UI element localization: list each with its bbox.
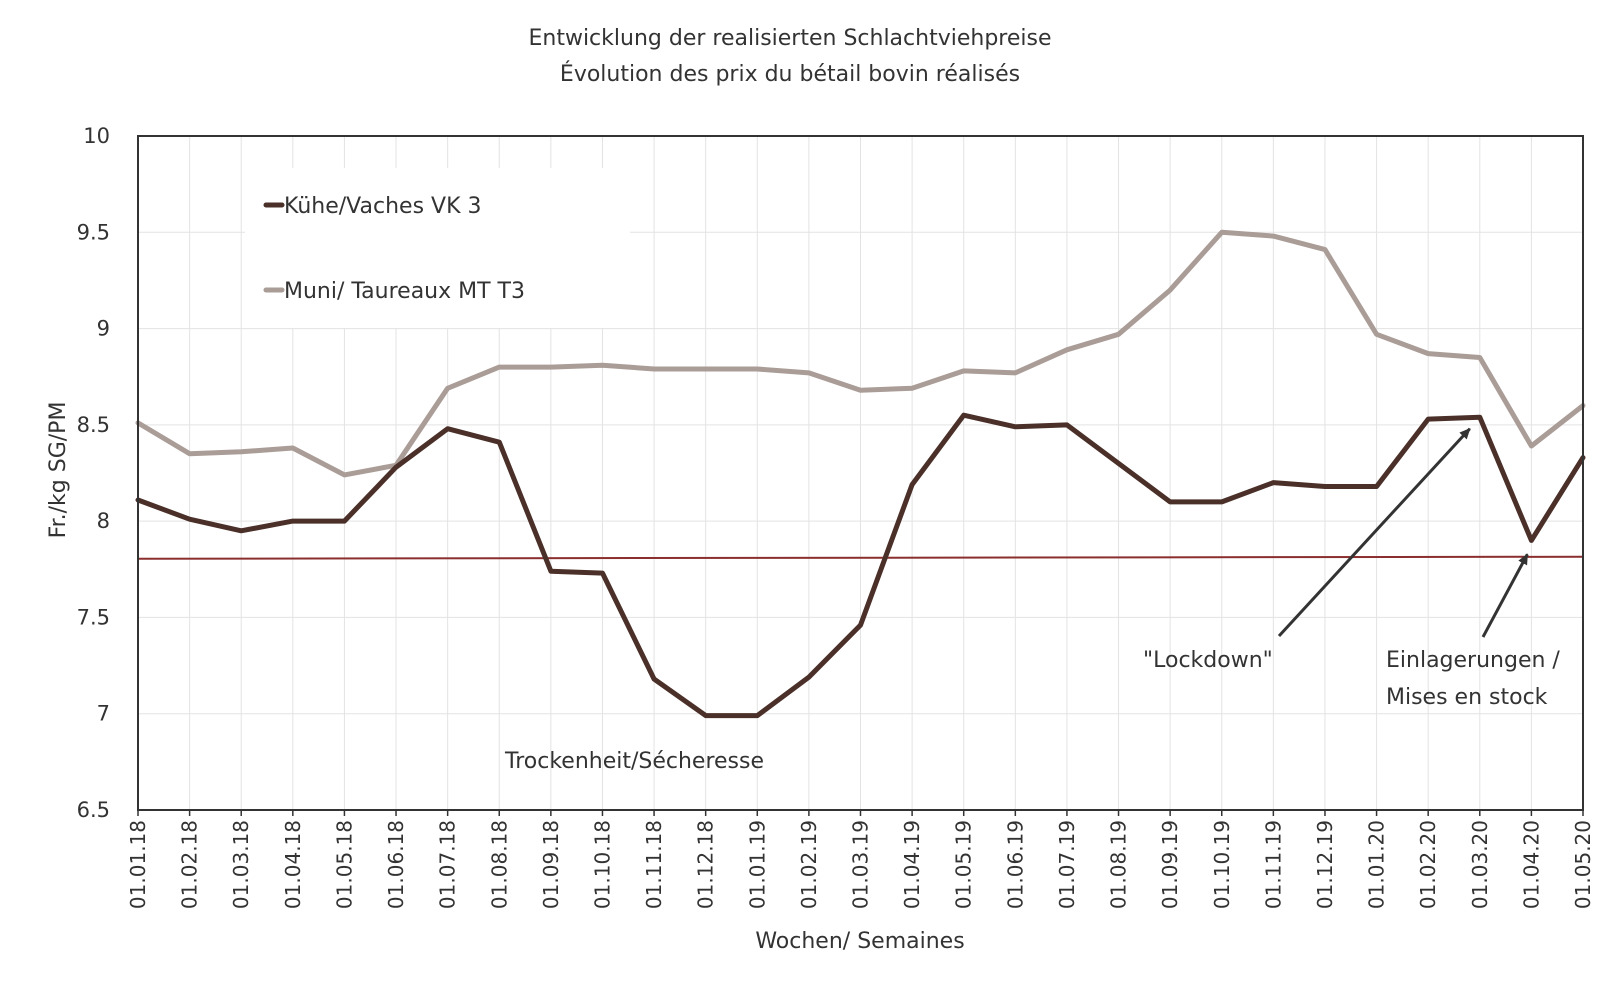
y-tick-label: 9.5 (77, 220, 110, 244)
x-tick-label: 01.08.19 (1107, 820, 1131, 909)
x-tick-label: 01.04.18 (281, 820, 305, 909)
x-tick-label: 01.12.19 (1313, 820, 1337, 909)
y-axis-title: Fr./kg SG/PM (46, 402, 71, 539)
x-tick-label: 01.10.19 (1210, 820, 1234, 909)
x-tick-label: 01.09.19 (1158, 820, 1182, 909)
annotation-storage-line: Mises en stock (1386, 685, 1548, 710)
x-tick-label: 01.01.19 (745, 820, 769, 909)
x-axis-title: Wochen/ Semaines (755, 929, 964, 954)
legend-box (245, 168, 630, 328)
x-tick-label: 01.12.18 (694, 820, 718, 909)
reference-line-layer (138, 557, 1583, 559)
y-tick-label: 6.5 (77, 798, 110, 822)
x-tick-label: 01.03.18 (229, 820, 253, 909)
annotation-lockdown: "Lockdown" (1143, 648, 1273, 673)
legend: Kühe/Vaches VK 3 Muni/ Taureaux MT T3 (245, 168, 630, 328)
x-tick-label: 01.06.19 (1003, 820, 1027, 909)
annotation-storage-arrow (1483, 554, 1527, 637)
chart-title-line-1: Entwicklung der realisierten Schlachtvie… (528, 26, 1051, 51)
legend-label: Muni/ Taureaux MT T3 (284, 279, 525, 304)
x-tick-label: 01.06.18 (384, 820, 408, 909)
y-tick-label: 10 (83, 124, 110, 148)
x-tick-label: 01.05.18 (332, 820, 356, 909)
x-tick-label: 01.10.18 (590, 820, 614, 909)
x-tick-label: 01.04.20 (1519, 820, 1543, 909)
chart-title-line-2: Évolution des prix du bétail bovin réali… (560, 61, 1020, 87)
annotation-storage-line: Einlagerungen / (1386, 648, 1560, 673)
legend-label: Kühe/Vaches VK 3 (284, 194, 481, 219)
y-tick-label: 7.5 (77, 605, 110, 629)
y-tick-label: 8 (97, 509, 110, 533)
reference-line (138, 557, 1583, 559)
x-tick-label: 01.05.20 (1571, 820, 1595, 909)
x-tick-label: 01.07.19 (1055, 820, 1079, 909)
annotation-drought: Trockenheit/Sécheresse (504, 749, 764, 774)
x-tick-label: 01.02.20 (1416, 820, 1440, 909)
y-axis-ticks: 6.5 7 7.5 8 8.5 9 9.5 10 (77, 124, 110, 822)
x-tick-label: 01.11.19 (1261, 820, 1285, 909)
x-tick-label: 01.09.18 (539, 820, 563, 909)
x-axis-ticks: 01.01.18 01.02.18 01.03.18 01.04.18 01.05.18… (126, 810, 1595, 909)
x-tick-label: 01.07.18 (436, 820, 460, 909)
x-tick-label: 01.04.19 (900, 820, 924, 909)
x-tick-label: 01.11.18 (642, 820, 666, 909)
x-tick-label: 01.03.20 (1468, 820, 1492, 909)
x-tick-label: 01.02.19 (797, 820, 821, 909)
annotations: Trockenheit/Sécheresse "Lockdown" Einlager… (504, 429, 1560, 774)
y-tick-label: 9 (97, 317, 110, 341)
x-tick-label: 01.08.18 (487, 820, 511, 909)
x-tick-label: 01.02.18 (178, 820, 202, 909)
x-tick-label: 01.03.19 (849, 820, 873, 909)
y-tick-label: 7 (97, 702, 110, 726)
y-tick-label: 8.5 (77, 413, 110, 437)
annotation-lockdown-arrow (1279, 429, 1470, 636)
x-tick-label: 01.05.19 (952, 820, 976, 909)
x-tick-label: 01.01.20 (1365, 820, 1389, 909)
x-tick-label: 01.01.18 (126, 820, 150, 909)
